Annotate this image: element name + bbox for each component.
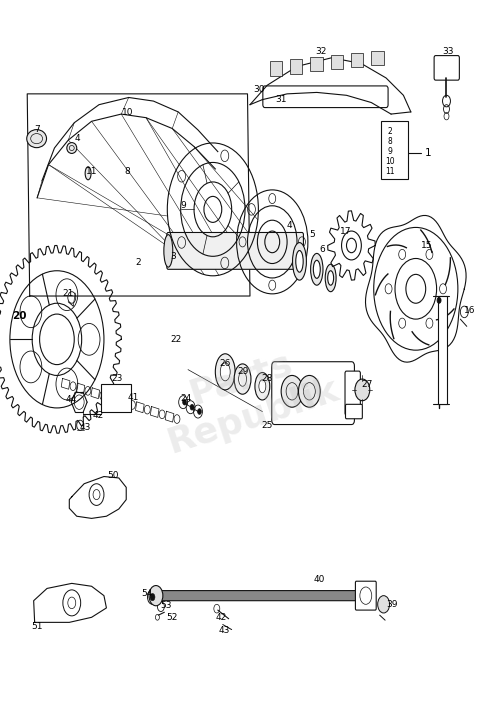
Text: 11: 11 <box>385 168 395 176</box>
Text: 41: 41 <box>128 393 139 402</box>
Text: Parts
Republik: Parts Republik <box>151 334 344 460</box>
Text: 43: 43 <box>219 626 230 635</box>
Circle shape <box>355 379 370 401</box>
Circle shape <box>298 375 320 407</box>
FancyBboxPatch shape <box>272 362 354 425</box>
Text: 9: 9 <box>387 147 392 156</box>
Text: 3: 3 <box>170 252 176 261</box>
Ellipse shape <box>255 373 270 400</box>
FancyBboxPatch shape <box>270 61 282 76</box>
Ellipse shape <box>234 364 251 394</box>
Text: 17: 17 <box>340 227 351 235</box>
FancyBboxPatch shape <box>167 232 303 269</box>
Ellipse shape <box>215 354 235 390</box>
Text: 33: 33 <box>442 48 454 56</box>
Polygon shape <box>34 583 106 622</box>
Text: 27: 27 <box>362 380 373 388</box>
Text: 25: 25 <box>262 422 273 430</box>
FancyBboxPatch shape <box>434 56 459 80</box>
FancyBboxPatch shape <box>310 57 323 71</box>
Text: 20: 20 <box>12 310 27 321</box>
Text: 30: 30 <box>253 85 265 94</box>
Text: 11: 11 <box>86 168 98 176</box>
Text: 1: 1 <box>425 148 432 158</box>
Text: 42: 42 <box>93 412 103 420</box>
Text: 51: 51 <box>31 622 43 631</box>
Ellipse shape <box>27 129 47 147</box>
FancyBboxPatch shape <box>345 371 360 415</box>
Text: 10: 10 <box>122 108 134 117</box>
Ellipse shape <box>67 143 77 153</box>
Text: 4: 4 <box>74 134 80 143</box>
FancyBboxPatch shape <box>381 121 408 179</box>
FancyBboxPatch shape <box>371 51 384 65</box>
FancyBboxPatch shape <box>155 591 357 601</box>
Text: 9: 9 <box>180 201 186 210</box>
FancyBboxPatch shape <box>101 384 131 412</box>
Text: 2: 2 <box>387 127 392 136</box>
FancyBboxPatch shape <box>331 55 343 69</box>
Circle shape <box>150 593 155 601</box>
Text: 39: 39 <box>386 600 398 609</box>
Ellipse shape <box>164 235 173 267</box>
Ellipse shape <box>259 380 266 393</box>
Text: 24: 24 <box>181 394 192 403</box>
Text: 54: 54 <box>141 589 152 598</box>
FancyBboxPatch shape <box>263 86 388 108</box>
Circle shape <box>183 399 187 405</box>
Text: 8: 8 <box>387 137 392 146</box>
FancyBboxPatch shape <box>351 53 363 67</box>
Text: 4: 4 <box>287 221 293 230</box>
Circle shape <box>378 596 390 613</box>
Text: 40: 40 <box>314 575 325 583</box>
Ellipse shape <box>328 271 334 285</box>
Text: 44: 44 <box>65 396 76 404</box>
Ellipse shape <box>311 253 323 285</box>
Ellipse shape <box>239 372 247 386</box>
Circle shape <box>281 375 303 407</box>
FancyBboxPatch shape <box>438 296 447 404</box>
Circle shape <box>198 409 201 414</box>
FancyBboxPatch shape <box>290 59 302 74</box>
Text: 26: 26 <box>220 360 231 368</box>
Text: 28: 28 <box>262 374 273 383</box>
Circle shape <box>149 586 163 606</box>
FancyBboxPatch shape <box>355 581 376 610</box>
Ellipse shape <box>85 167 91 180</box>
Circle shape <box>190 404 194 410</box>
Polygon shape <box>69 477 126 518</box>
Text: 6: 6 <box>319 245 325 253</box>
Text: 10: 10 <box>385 157 395 166</box>
Ellipse shape <box>325 264 336 292</box>
Text: 43: 43 <box>80 423 91 432</box>
Text: 2: 2 <box>136 258 142 267</box>
Ellipse shape <box>296 251 303 272</box>
FancyBboxPatch shape <box>346 404 362 419</box>
Text: 53: 53 <box>160 601 172 609</box>
Text: 15: 15 <box>421 241 433 250</box>
Ellipse shape <box>313 261 320 278</box>
Text: 5: 5 <box>309 230 315 239</box>
Text: 21: 21 <box>63 290 74 298</box>
Text: 42: 42 <box>216 613 227 622</box>
Text: 29: 29 <box>237 367 248 376</box>
Ellipse shape <box>220 362 230 381</box>
Text: 52: 52 <box>167 613 178 622</box>
Text: 22: 22 <box>171 335 182 344</box>
Text: 23: 23 <box>112 374 123 383</box>
Text: 7: 7 <box>34 126 40 134</box>
Circle shape <box>437 297 441 303</box>
Ellipse shape <box>293 243 306 280</box>
Text: 31: 31 <box>275 95 287 104</box>
Text: 16: 16 <box>463 306 475 315</box>
Text: 50: 50 <box>107 471 119 479</box>
Text: 32: 32 <box>315 48 326 56</box>
Text: 8: 8 <box>125 168 131 176</box>
